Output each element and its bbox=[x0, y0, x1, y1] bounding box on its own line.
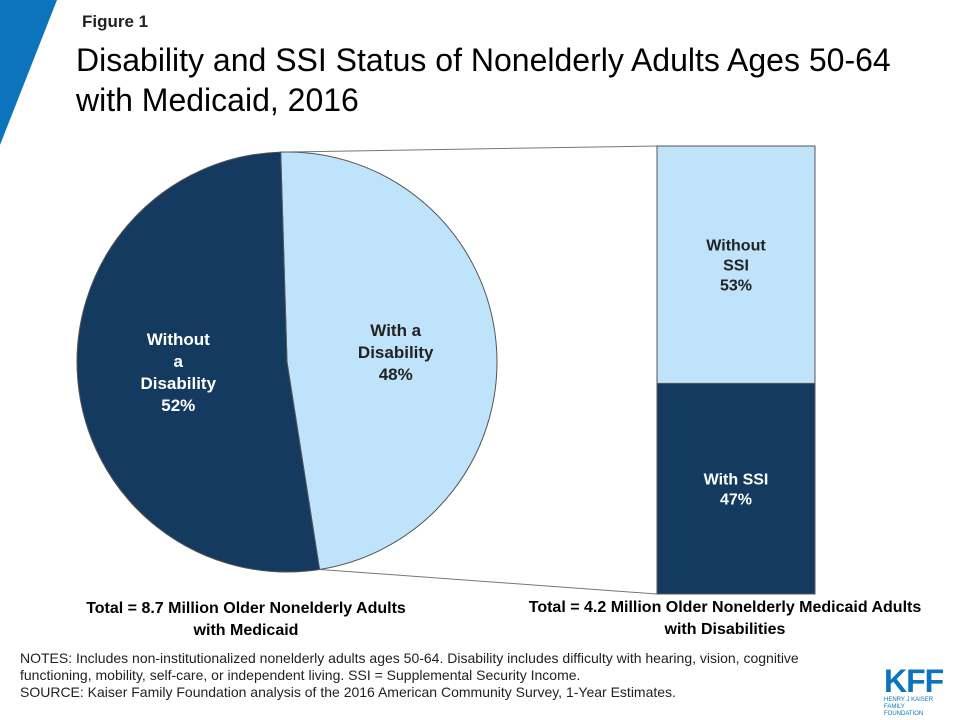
bar-segment-1 bbox=[656, 382, 816, 595]
notes-text: NOTES: Includes non-institutionalized no… bbox=[20, 650, 799, 683]
pie-label-line: 52% bbox=[161, 396, 195, 415]
pie-label-line: Disability bbox=[140, 374, 216, 393]
bar-caption: Total = 4.2 Million Older Nonelderly Med… bbox=[528, 599, 922, 638]
pie-label-line: Without bbox=[147, 330, 210, 349]
connector-line-bottom bbox=[319, 568, 658, 595]
pie-label-line: a bbox=[174, 352, 184, 371]
bar-label-line: SSI bbox=[723, 258, 749, 275]
notes-block: NOTES: Includes non-institutionalized no… bbox=[20, 650, 860, 701]
pie-label-line: 48% bbox=[379, 365, 413, 384]
pie-slice-label-1: Without a Disability 52% bbox=[140, 330, 216, 415]
pie-label-line: With a bbox=[370, 321, 421, 340]
bar-segment-label-1: With SSI 47% bbox=[704, 472, 769, 509]
chart-title: Disability and SSI Status of Nonelderly … bbox=[76, 42, 891, 118]
bar-segment-label-0: Without SSI 53% bbox=[706, 238, 766, 295]
chart-area: With a Disability 48% Without a Disability 52%… bbox=[76, 145, 816, 595]
kff-logo: KFF HENRY J KAISER FAMILY FOUNDATION bbox=[884, 665, 944, 718]
pie-slice-0 bbox=[280, 151, 498, 571]
figure-label: Figure 1 bbox=[82, 12, 149, 31]
logo-text: KFF bbox=[884, 663, 944, 699]
pie-caption: Total = 8.7 Million Older Nonelderly Adu… bbox=[86, 600, 406, 639]
pie-label-line: Disability bbox=[358, 343, 434, 362]
bar-label-line: 53% bbox=[720, 278, 752, 295]
pie-slice-1 bbox=[76, 151, 321, 573]
pie-slice-label-0: With a Disability 48% bbox=[358, 321, 434, 384]
logo-subtext: HENRY J KAISER FAMILY FOUNDATION bbox=[884, 697, 934, 717]
source-text: SOURCE: Kaiser Family Foundation analysi… bbox=[20, 684, 676, 700]
bar-label-line: Without bbox=[706, 238, 766, 255]
corner-accent bbox=[0, 0, 57, 145]
bar-label-line: 47% bbox=[720, 492, 752, 509]
connector-line-top bbox=[280, 145, 658, 153]
bar-segment-0 bbox=[656, 145, 816, 384]
bar-label-line: With SSI bbox=[704, 472, 769, 489]
